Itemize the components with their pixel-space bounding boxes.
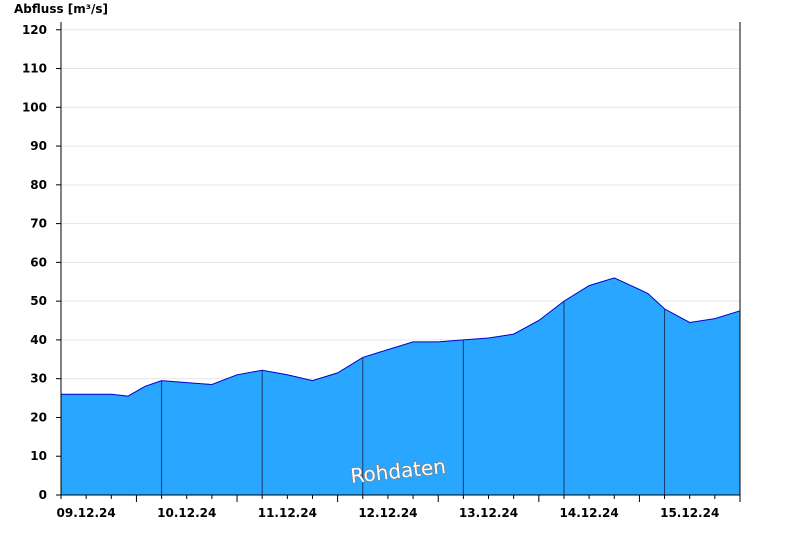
y-axis-label: Abfluss [m³/s] bbox=[14, 2, 108, 16]
x-ticks: 09.12.24 10.12.24 11.12.24 12.12.24 13.12.24… bbox=[57, 495, 741, 520]
x-tick-label: 10.12.24 bbox=[157, 506, 216, 520]
y-tick-label: 60 bbox=[30, 255, 47, 269]
x-tick-label: 11.12.24 bbox=[258, 506, 317, 520]
x-tick-label: 09.12.24 bbox=[57, 506, 116, 520]
y-tick-label: 120 bbox=[22, 23, 47, 37]
y-tick-label: 0 bbox=[39, 488, 47, 502]
x-tick-label: 14.12.24 bbox=[560, 506, 619, 520]
y-tick-label: 30 bbox=[30, 372, 47, 386]
discharge-line bbox=[61, 277, 741, 397]
y-tick-label: 100 bbox=[22, 100, 47, 114]
y-tick-label: 80 bbox=[30, 178, 47, 192]
day-separators bbox=[161, 301, 666, 495]
y-ticks: 0 10 20 30 40 50 60 70 80 90 100 110 120 bbox=[22, 23, 61, 502]
discharge-area bbox=[61, 277, 740, 495]
y-tick-label: 50 bbox=[30, 294, 47, 308]
y-tick-label: 10 bbox=[30, 449, 47, 463]
y-tick-label: 40 bbox=[30, 333, 47, 347]
y-tick-label: 70 bbox=[30, 217, 47, 231]
x-tick-label: 12.12.24 bbox=[358, 506, 417, 520]
y-tick-label: 110 bbox=[22, 62, 47, 76]
x-tick-label: 13.12.24 bbox=[459, 506, 518, 520]
axes bbox=[60, 22, 741, 496]
x-tick-label: 15.12.24 bbox=[660, 506, 719, 520]
y-tick-label: 20 bbox=[30, 410, 47, 424]
y-tick-label: 90 bbox=[30, 139, 47, 153]
